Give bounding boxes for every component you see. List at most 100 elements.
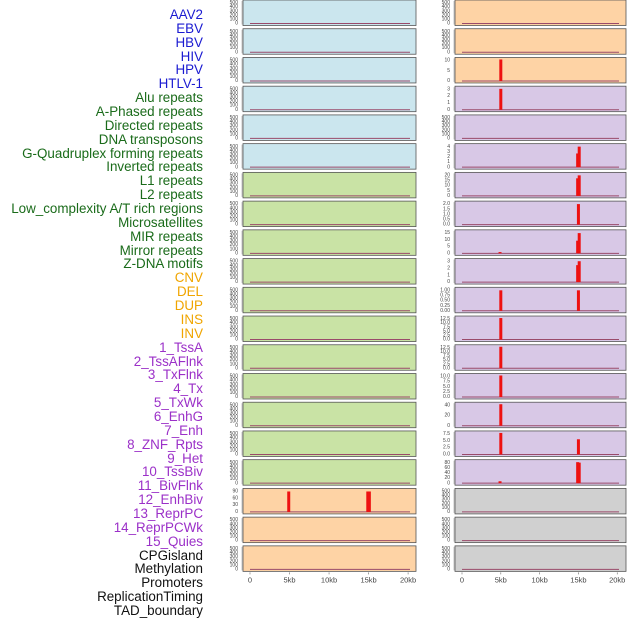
track-label: INS — [180, 311, 203, 327]
y-tick-label: 0 — [235, 452, 238, 458]
x-tick-label: 5kb — [283, 575, 295, 584]
y-tick-label: 200 — [230, 386, 239, 392]
signal-bar — [499, 432, 503, 455]
y-tick-label: 0 — [447, 78, 450, 84]
y-tick-label: 0 — [235, 250, 238, 256]
y-tick-label: 80 — [444, 460, 450, 466]
y-tick-label: 300 — [230, 525, 239, 531]
y-tick-label: 10 — [444, 58, 450, 64]
track-panel — [242, 373, 417, 400]
track-panel — [454, 0, 627, 26]
track-label: 6_EnhG — [153, 408, 203, 424]
y-tick-label: 400 — [230, 62, 239, 68]
track-panel — [454, 545, 627, 572]
track-label: Microsatellites — [118, 214, 203, 230]
y-tick-label: 10 — [444, 183, 450, 189]
y-tick-label: 400 — [442, 550, 451, 556]
y-tick-label: 0 — [235, 107, 238, 113]
y-tick-label: 1 — [447, 272, 450, 278]
y-tick-label: 500 — [230, 201, 239, 207]
y-tick-label: 300 — [230, 238, 239, 244]
signal-bar — [498, 252, 502, 254]
signal-bar — [576, 462, 580, 484]
y-tick-label: 15 — [444, 178, 450, 184]
track-panel — [242, 516, 417, 544]
track-panel — [242, 171, 417, 199]
y-tick-label: 500 — [230, 460, 239, 466]
y-tick-label: 1.0 — [443, 211, 450, 217]
y-tick-label: 0.0 — [443, 452, 450, 458]
y-tick-label: 400 — [230, 119, 239, 125]
y-tick-label: 0 — [235, 279, 238, 285]
y-tick-label: 400 — [230, 90, 239, 96]
y-tick-label: 100 — [230, 361, 239, 367]
track-label: 13_ReprPC — [133, 505, 203, 521]
y-tick-label: 0 — [447, 107, 450, 113]
track-label: EBV — [176, 20, 203, 36]
y-tick-label: 200 — [230, 70, 239, 76]
track-label: INV — [180, 325, 203, 341]
signal-bar — [499, 346, 503, 369]
y-tick-label: 60 — [232, 495, 238, 501]
track-label: HPV — [175, 62, 203, 78]
x-tick-label: 5kb — [495, 575, 507, 584]
x-tick-label: 10kb — [321, 575, 337, 584]
y-tick-label: 300 — [442, 8, 451, 14]
track-panel — [242, 85, 417, 113]
track-label: DEL — [176, 284, 203, 300]
y-tick-label: 0 — [235, 480, 238, 486]
x-tick-label: 20kb — [609, 575, 625, 584]
y-tick-label: 500 — [230, 115, 239, 121]
track-label: 7_Enh — [164, 422, 203, 438]
track-label: G-Quadruplex forming repeats — [22, 145, 203, 161]
y-tick-label: 200 — [230, 242, 239, 248]
signal-bar — [499, 59, 503, 81]
y-tick-label: 300 — [230, 353, 239, 359]
y-tick-label: 0 — [235, 222, 238, 228]
y-tick-label: 0.50 — [440, 298, 450, 304]
y-tick-label: 0.0 — [443, 365, 450, 371]
y-tick-label: 10.0 — [440, 320, 450, 326]
track-label: Low_complexity A/T rich regions — [11, 201, 203, 217]
y-tick-label: 5.0 — [443, 384, 450, 390]
y-tick-label: 400 — [230, 320, 239, 326]
y-tick-label: 5.0 — [443, 357, 450, 363]
y-tick-label: 500 — [230, 230, 239, 236]
y-tick-label: 500 — [442, 0, 451, 6]
track-label: AAV2 — [169, 7, 203, 22]
track-panel — [454, 200, 627, 228]
y-tick-label: 200 — [230, 214, 239, 220]
y-tick-label: 100 — [230, 17, 239, 23]
y-tick-label: 400 — [230, 349, 239, 355]
track-label: 11_BivFlnk — [137, 478, 203, 494]
y-tick-label: 0.00 — [440, 308, 450, 314]
track-label: 15_Quies — [145, 533, 203, 549]
track-panel — [242, 286, 417, 314]
y-tick-label: 0 — [235, 365, 238, 371]
y-tick-label: 2 — [447, 266, 450, 272]
y-tick-label: 0 — [447, 279, 450, 285]
y-tick-label: 2.5 — [443, 361, 450, 367]
signal-bar — [499, 88, 503, 110]
x-tick-label: 15kb — [360, 575, 376, 584]
y-tick-label: 40 — [444, 470, 450, 476]
signal-bar — [577, 462, 581, 484]
y-tick-label: 400 — [442, 521, 451, 527]
signal-bar — [287, 491, 291, 512]
y-tick-label: 0 — [447, 509, 450, 515]
y-tick-label: 7.5 — [443, 431, 450, 437]
track-label: 9_Het — [167, 450, 203, 466]
signal-bar — [499, 375, 503, 397]
y-tick-label: 300 — [230, 324, 239, 330]
track-label: Directed repeats — [104, 117, 203, 133]
y-tick-label: 300 — [230, 66, 239, 72]
y-tick-label: 400 — [230, 148, 239, 154]
y-tick-label: 200 — [230, 271, 239, 277]
signal-bar — [576, 204, 580, 225]
y-tick-label: 200 — [230, 41, 239, 47]
signal-bar — [577, 146, 581, 168]
track-panel — [454, 344, 627, 371]
y-tick-label: 500 — [442, 517, 451, 523]
y-tick-label: 200 — [230, 443, 239, 449]
y-tick-label: 10 — [444, 237, 450, 243]
